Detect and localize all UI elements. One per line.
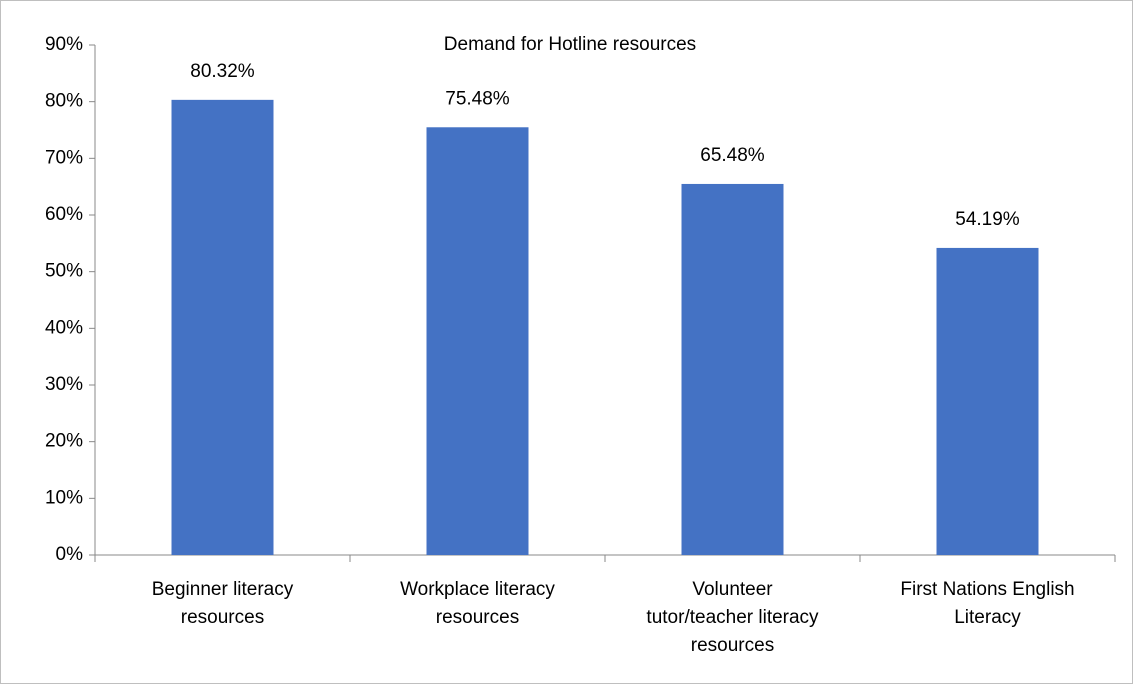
data-label: 54.19% (955, 209, 1020, 230)
bar (171, 99, 274, 555)
chart-title: Demand for Hotline resources (444, 34, 696, 55)
y-tick-label: 20% (45, 431, 83, 452)
data-label: 80.32% (190, 61, 255, 82)
y-tick-label: 60% (45, 204, 83, 225)
y-tick-label: 80% (45, 91, 83, 112)
y-tick-label: 40% (45, 317, 83, 338)
x-tick-label: Workplace literacy resources (400, 579, 555, 628)
y-tick-label: 90% (45, 34, 83, 55)
y-tick-label: 30% (45, 374, 83, 395)
bar (426, 127, 529, 555)
x-tick-label: Beginner literacy resources (152, 579, 294, 628)
x-tick-label: Volunteer tutor/teacher literacy resources (646, 579, 819, 656)
y-tick-label: 0% (56, 544, 84, 565)
y-tick-label: 10% (45, 487, 83, 508)
bar (681, 183, 784, 556)
y-tick-label: 70% (45, 147, 83, 168)
data-label: 65.48% (700, 145, 765, 166)
bar (936, 247, 1039, 555)
x-tick-label: First Nations English Literacy (900, 579, 1074, 628)
y-tick-label: 50% (45, 261, 83, 282)
data-label: 75.48% (445, 88, 510, 109)
